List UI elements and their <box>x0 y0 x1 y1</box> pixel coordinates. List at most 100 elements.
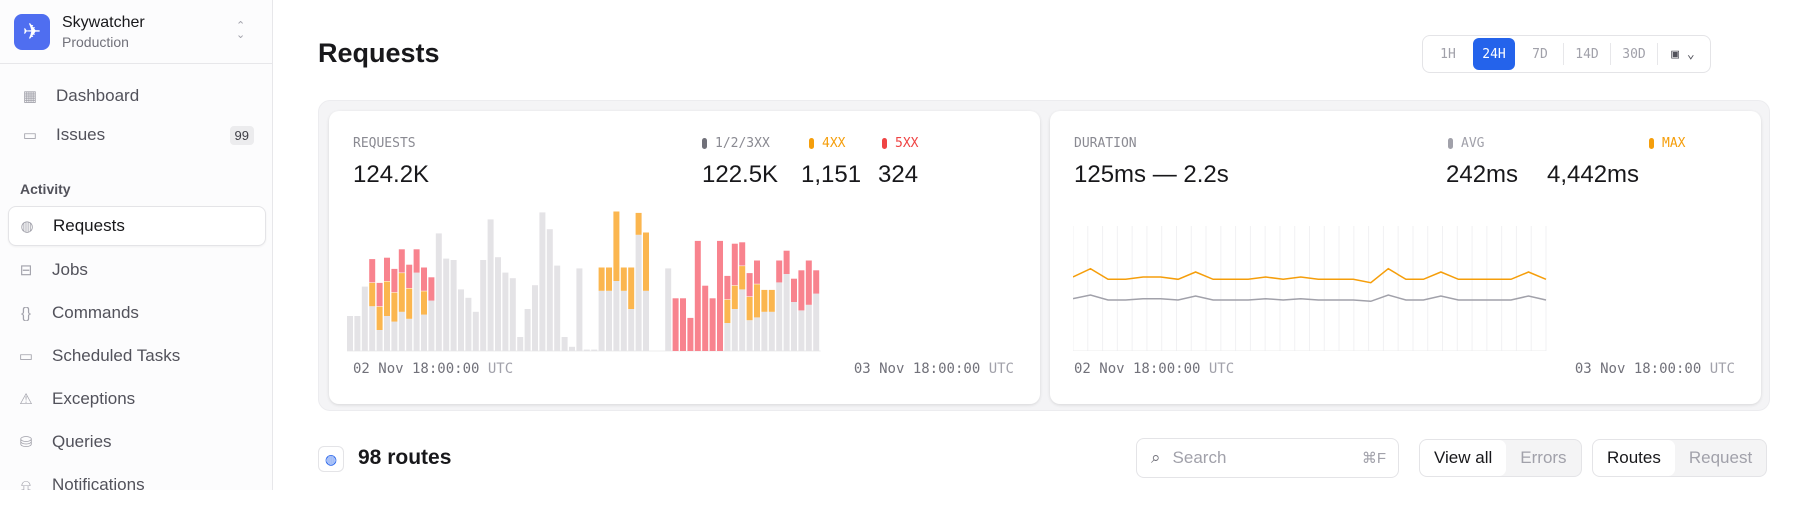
bar-1/2/3xx <box>798 310 805 351</box>
bell-icon: ⍾ <box>21 476 31 494</box>
bar-4xx <box>739 266 746 290</box>
bar-4xx <box>598 267 605 291</box>
5xx-count: 324 <box>878 161 919 188</box>
bar-1/2/3xx <box>376 330 383 351</box>
bar-1/2/3xx <box>435 233 442 351</box>
chart-end-date: 03 Nov 18:00:00 UTC <box>854 361 1014 377</box>
sidebar-item-label: Exceptions <box>52 389 136 408</box>
bar-1/2/3xx <box>561 337 568 351</box>
bar-4xx <box>406 288 413 319</box>
bar-1/2/3xx <box>487 219 494 351</box>
sidebar-item-requests[interactable]: ◍ Requests <box>8 206 266 246</box>
bar-1/2/3xx <box>443 258 450 351</box>
chevron-up-down-icon[interactable]: ⌃ ⌄ <box>236 20 246 41</box>
bar-1/2/3xx <box>361 286 368 351</box>
request-button[interactable]: Request <box>1688 448 1753 467</box>
bar-5xx <box>428 277 435 301</box>
sidebar-item-dashboard[interactable]: ▦ Dashboard <box>8 76 266 116</box>
search-input[interactable]: ⌕ Search ⌘F <box>1136 438 1399 478</box>
bar-5xx <box>421 267 427 291</box>
search-shortcut: ⌘F <box>1361 450 1386 467</box>
sidebar-item-notifications[interactable]: ⍾ Notifications <box>8 465 266 505</box>
bar-1/2/3xx <box>502 272 509 351</box>
bar-1/2/3xx <box>406 318 413 351</box>
chart-start-date: 02 Nov 18:00:00 UTC <box>353 361 513 377</box>
bar-1/2/3xx <box>754 317 760 351</box>
requests-label: REQUESTS <box>353 136 416 151</box>
sidebar: ✈ Skywatcher Production ⌃ ⌄ ▦ Dashboard ▭ I… <box>0 0 273 494</box>
bar-1/2/3xx <box>576 268 583 351</box>
inbox-icon: ▭ <box>22 127 38 144</box>
time-range-selector: 1H 24H 7D 14D 30D ▣ ⌄ <box>1422 35 1711 73</box>
bar-1/2/3xx <box>428 300 435 351</box>
legend-ok: 1/2/3XX <box>702 136 770 151</box>
range-7d[interactable]: 7D <box>1532 46 1548 62</box>
bar-1/2/3xx <box>509 278 516 351</box>
sidebar-item-issues[interactable]: ▭ Issues 99 <box>8 115 266 155</box>
4xx-count: 1,151 <box>801 161 862 188</box>
bar-4xx <box>421 291 427 315</box>
issues-count-badge: 99 <box>229 125 254 145</box>
bar-1/2/3xx <box>472 311 479 351</box>
app-name: Skywatcher <box>62 14 145 31</box>
bar-1/2/3xx <box>606 290 612 351</box>
bar-1/2/3xx <box>524 309 531 351</box>
chart-end-date: 03 Nov 18:00:00 UTC <box>1575 361 1735 377</box>
range-1h[interactable]: 1H <box>1440 46 1456 62</box>
app-switcher[interactable]: ✈ Skywatcher Production ⌃ ⌄ <box>0 0 272 64</box>
bar-5xx <box>754 260 760 284</box>
legend-swatch <box>702 138 707 149</box>
sidebar-item-label: Issues <box>56 125 106 144</box>
calendar-icon: ▭ <box>18 348 34 365</box>
bar-5xx <box>731 243 738 286</box>
start-time: 02 Nov 18:00:00 <box>353 361 480 377</box>
legend-swatch <box>809 138 814 149</box>
bar-5xx <box>791 278 797 302</box>
bar-4xx <box>768 289 775 312</box>
view-all-button[interactable]: View all <box>1420 440 1507 476</box>
errors-button[interactable]: Errors <box>1520 448 1567 467</box>
range-30d[interactable]: 30D <box>1622 46 1646 62</box>
divider <box>1610 43 1611 65</box>
bar-4xx <box>620 267 627 291</box>
legend-label: 1/2/3XX <box>715 136 770 151</box>
routes-button[interactable]: Routes <box>1593 440 1675 476</box>
bar-1/2/3xx <box>813 293 820 351</box>
sidebar-item-jobs[interactable]: ⊟ Jobs <box>8 250 266 290</box>
bar-1/2/3xx <box>791 302 797 351</box>
bar-5xx <box>680 298 686 351</box>
bar-1/2/3xx <box>450 260 457 351</box>
bar-4xx <box>761 289 768 312</box>
bar-1/2/3xx <box>517 337 524 351</box>
warning-icon: ⚠ <box>19 391 33 408</box>
bar-1/2/3xx <box>347 316 353 351</box>
dashboard-icon: ▦ <box>22 88 38 105</box>
bar-1/2/3xx <box>746 320 753 351</box>
duration-card: DURATION 125ms — 2.2s AVG MAX 242ms 4,44… <box>1050 111 1761 404</box>
bar-1/2/3xx <box>731 309 738 351</box>
range-14d[interactable]: 14D <box>1575 46 1599 62</box>
globe-icon: ◍ <box>318 446 344 472</box>
bar-5xx <box>805 260 812 305</box>
bar-5xx <box>413 249 420 273</box>
sidebar-item-commands[interactable]: {} Commands <box>8 293 266 333</box>
range-24h[interactable]: 24H <box>1473 38 1515 70</box>
timezone: UTC <box>988 361 1014 377</box>
legend-label: MAX <box>1662 136 1686 151</box>
sidebar-item-label: Commands <box>52 303 139 322</box>
sidebar-item-queries[interactable]: ⛁ Queries <box>8 422 266 462</box>
database-icon: ⛁ <box>19 434 33 451</box>
sidebar-item-scheduled-tasks[interactable]: ▭ Scheduled Tasks <box>8 336 266 376</box>
bar-5xx <box>702 285 709 351</box>
bar-1/2/3xx <box>665 268 672 351</box>
bar-5xx <box>406 264 413 288</box>
bar-4xx <box>369 282 376 307</box>
max-duration: 4,442ms <box>1547 161 1640 188</box>
section-activity: Activity <box>20 181 71 197</box>
metrics-panel: REQUESTS 124.2K 1/2/3XX 4XX 5XX 122.5K 1… <box>318 100 1770 411</box>
legend-label: 4XX <box>822 136 846 151</box>
bar-4xx <box>628 267 635 309</box>
sidebar-item-exceptions[interactable]: ⚠ Exceptions <box>8 379 266 419</box>
view-toggle: Routes Request <box>1592 439 1768 477</box>
calendar-dropdown-icon[interactable]: ▣ ⌄ <box>1671 46 1695 62</box>
